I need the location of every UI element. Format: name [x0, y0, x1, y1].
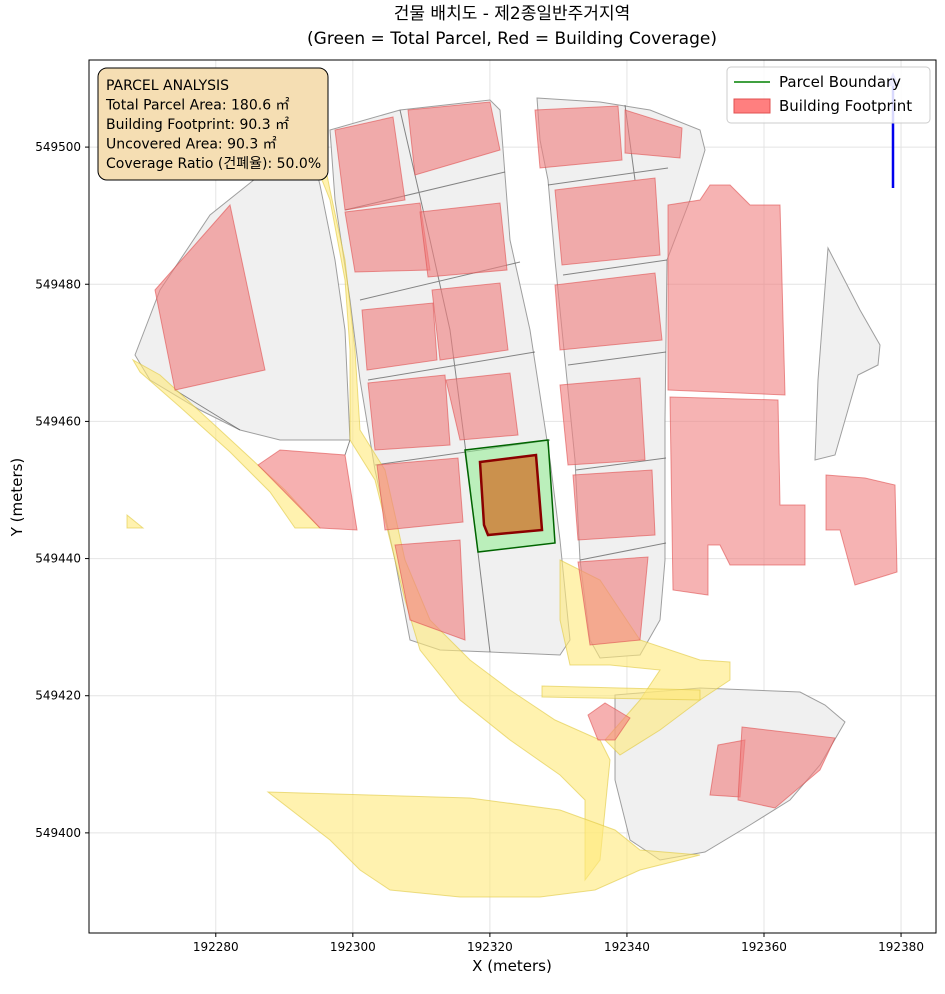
x-tick-label: 192360 — [741, 940, 787, 954]
map-shapes — [126, 72, 899, 898]
building — [334, 116, 406, 211]
legend-swatch — [733, 98, 771, 114]
annotation-line: Uncovered Area: 90.3 ㎡ — [106, 137, 277, 153]
building — [394, 539, 466, 641]
x-axis-label: X (meters) — [472, 957, 552, 975]
building — [577, 556, 649, 646]
target-building — [478, 453, 544, 537]
building — [534, 105, 623, 169]
legend-label: Building Footprint — [779, 97, 912, 115]
title-group: 건물 배치도 - 제2종일반주거지역 (Green = Total Parcel… — [307, 4, 717, 49]
legend: Parcel Boundary Building Footprint — [726, 66, 931, 124]
annotation-line: Building Footprint: 90.3 ㎡ — [106, 117, 289, 133]
building — [587, 702, 631, 741]
road — [541, 685, 701, 701]
annotation-line: PARCEL ANALYSIS — [106, 78, 229, 94]
building — [624, 109, 683, 159]
x-tick-label: 192340 — [604, 940, 650, 954]
y-axis-label: Y (meters) — [8, 458, 26, 538]
axes-frame — [88, 59, 937, 934]
legend-label: Parcel Boundary — [779, 73, 901, 91]
chart-subtitle: (Green = Total Parcel, Red = Building Co… — [307, 29, 717, 49]
building — [257, 449, 358, 531]
annotation-box: PARCEL ANALYSIS Total Parcel Area: 180.6 … — [97, 67, 329, 181]
x-tick-label: 192300 — [330, 940, 376, 954]
annotation-background — [97, 67, 329, 181]
x-tick-label: 192280 — [193, 940, 239, 954]
building — [554, 272, 663, 351]
y-tick-label: 549440 — [35, 552, 81, 566]
y-tick-label: 549500 — [35, 140, 81, 154]
building — [737, 726, 836, 809]
road — [266, 791, 701, 898]
annotation-line: Coverage Ratio (건폐율): 50.0% — [106, 156, 321, 172]
y-tick-label: 549420 — [35, 689, 81, 703]
building — [367, 374, 451, 451]
axes: 192280 192300 192320 192340 192360 192380 5494… — [35, 140, 924, 954]
building — [572, 469, 656, 541]
legend-frame — [726, 66, 931, 124]
chart-title: 건물 배치도 - 제2종일반주거지역 — [394, 4, 630, 24]
building — [154, 203, 266, 391]
x-tick-label: 192380 — [878, 940, 924, 954]
building — [669, 396, 806, 596]
annotation-line: Total Parcel Area: 180.6 ㎡ — [105, 98, 290, 114]
building — [667, 184, 786, 396]
y-tick-label: 549460 — [35, 414, 81, 428]
building — [407, 101, 501, 176]
building — [554, 177, 661, 266]
parcel — [814, 246, 881, 461]
building — [825, 474, 898, 586]
building — [431, 282, 509, 361]
x-tick-label: 192320 — [467, 940, 513, 954]
building — [344, 202, 431, 273]
y-tick-label: 549480 — [35, 277, 81, 291]
building — [445, 372, 519, 441]
buildings — [154, 101, 898, 809]
building — [361, 302, 438, 371]
road — [131, 358, 322, 529]
y-tick-label: 549400 — [35, 826, 81, 840]
building — [376, 457, 464, 531]
road — [126, 513, 145, 529]
building — [559, 377, 646, 466]
building — [419, 202, 508, 278]
